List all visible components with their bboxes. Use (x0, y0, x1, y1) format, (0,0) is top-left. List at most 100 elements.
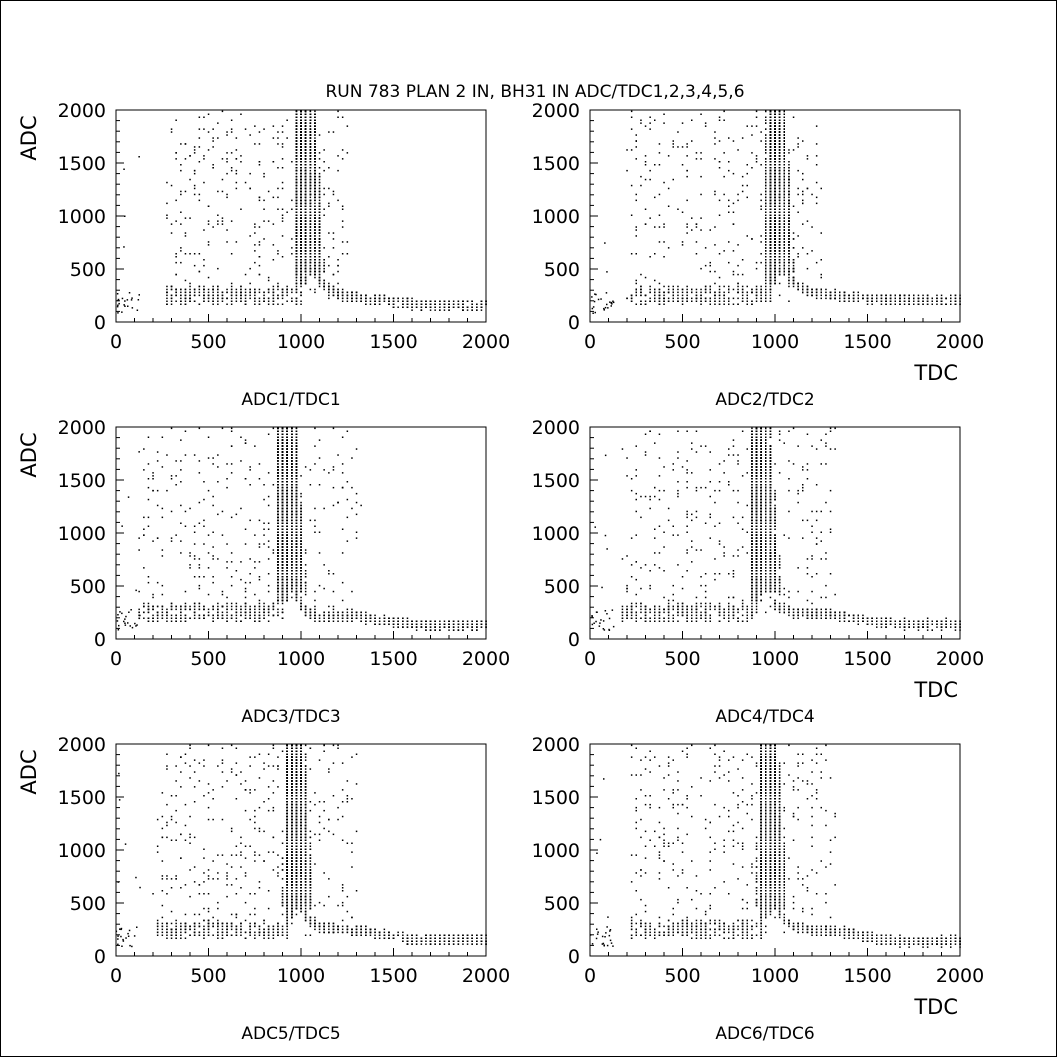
scatter-point (230, 303, 233, 305)
scatter-point (295, 184, 298, 187)
scatter-point (866, 303, 869, 305)
scatter-point (411, 303, 413, 305)
scatter-point (439, 300, 441, 302)
scatter-point (131, 297, 133, 299)
scatter-point (281, 167, 284, 169)
scatter-point (258, 273, 261, 276)
scatter-point (254, 303, 256, 305)
scatter-point (212, 303, 214, 305)
scatter-point (341, 253, 344, 255)
scatter-point (295, 270, 298, 273)
scatter-point (328, 232, 330, 234)
scatter-point (309, 217, 312, 219)
scatter-point (337, 264, 339, 267)
scatter-point (295, 267, 298, 270)
scatter-point (291, 161, 293, 163)
scatter-point (277, 196, 279, 199)
scatter-point (300, 303, 302, 305)
scatter-point (230, 131, 233, 133)
scatter-point (295, 235, 298, 237)
scatter-point (360, 297, 362, 300)
scatter-point (166, 214, 168, 216)
scatter-point (425, 303, 427, 305)
scatter-point (212, 140, 214, 142)
scatter-point (170, 297, 173, 300)
scatter-point (314, 276, 316, 279)
scatter-point (304, 128, 307, 130)
scatter-point (332, 273, 335, 276)
scatter-point (295, 113, 298, 115)
scatter-point (304, 122, 307, 124)
scatter-point (314, 113, 316, 115)
scatter-point (121, 297, 124, 300)
scatter-point (378, 303, 381, 305)
scatter-point (954, 303, 957, 305)
scatter-point (314, 205, 316, 207)
scatter-point (207, 113, 210, 115)
scatter-point (355, 294, 358, 297)
scatter-point (328, 167, 330, 169)
scatter-point (226, 193, 228, 196)
scatter-point (300, 149, 302, 151)
scatter-point (267, 297, 270, 300)
scatter-point (295, 250, 298, 252)
scatter-point (471, 300, 473, 302)
scatter-point (309, 119, 312, 121)
scatter-point (328, 205, 330, 207)
scatter-point (462, 303, 464, 305)
scatter-point (295, 256, 298, 258)
scatter-point (337, 294, 339, 297)
scatter-point (207, 297, 210, 300)
scatter-point (175, 119, 177, 121)
scatter-point (471, 303, 473, 305)
scatter-point (286, 119, 288, 121)
scatter-point (300, 155, 302, 157)
scatter-point (314, 217, 316, 219)
scatter-point (314, 175, 316, 178)
scatter-point (203, 155, 205, 157)
scatter-point (337, 155, 339, 157)
scatter-point (788, 282, 790, 285)
scatter-point (116, 293, 119, 295)
scatter-point (300, 285, 302, 288)
scatter-point (258, 143, 261, 145)
scatter-point (304, 161, 307, 163)
scatter-point (230, 294, 233, 297)
scatter-point (765, 137, 767, 139)
scatter-point (166, 288, 168, 291)
scatter-point (341, 291, 344, 294)
scatter-point (254, 244, 256, 246)
scatter-point (374, 294, 376, 297)
scatter-point (295, 193, 298, 196)
scatter-point (397, 297, 399, 300)
scatter-point (346, 291, 349, 294)
scatter-point (221, 291, 224, 294)
scatter-point (281, 131, 284, 133)
scatter-point (425, 300, 427, 302)
scatter-point (304, 152, 307, 154)
scatter-point (314, 238, 316, 240)
scatter-point (318, 232, 321, 234)
scatter-point (295, 300, 298, 302)
scatter-point (300, 190, 302, 193)
scatter-point (189, 217, 191, 219)
scatter-point (166, 181, 168, 184)
scatter-point (217, 190, 219, 193)
scatter-point (351, 297, 353, 300)
scatter-point (198, 285, 201, 288)
scatter-point (304, 178, 307, 181)
scatter-point (415, 303, 418, 305)
scatter-point (314, 158, 316, 160)
scatter-point (217, 214, 219, 216)
scatter-point (318, 253, 321, 255)
scatter-point (341, 208, 344, 210)
scatter-point (166, 285, 168, 288)
scatter-point (314, 128, 316, 130)
scatter-point (323, 285, 325, 288)
scatter-point (291, 300, 293, 302)
scatter-point (304, 238, 307, 240)
scatter-point (300, 161, 302, 163)
scatter-point (332, 190, 335, 193)
scatter-point (318, 285, 321, 288)
scatter-point (304, 190, 307, 193)
